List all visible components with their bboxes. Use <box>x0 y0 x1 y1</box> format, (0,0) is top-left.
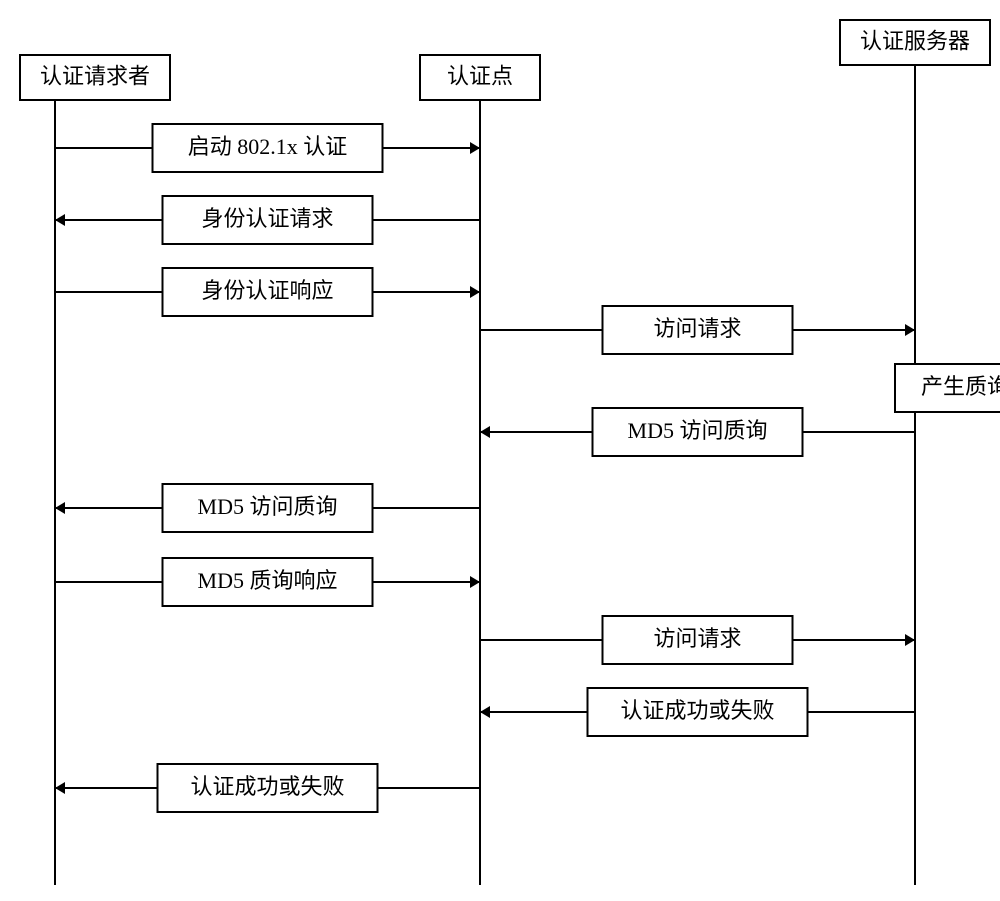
arrow-head <box>480 706 490 718</box>
arrow-head <box>470 576 480 588</box>
self-note-label: 产生质询 <box>921 374 1000 399</box>
arrow-head <box>55 782 65 794</box>
arrow-head <box>470 286 480 298</box>
msg-m8-label: 访问请求 <box>653 626 741 651</box>
msg-m2-label: 身份认证请求 <box>201 206 333 231</box>
participant-point-label: 认证点 <box>447 64 513 89</box>
msg-m4-label: 访问请求 <box>653 316 741 341</box>
arrow-head <box>905 634 915 646</box>
msg-m6-label: MD5 访问质询 <box>198 494 338 519</box>
arrow-head <box>480 426 490 438</box>
participant-requester-label: 认证请求者 <box>40 64 150 89</box>
arrow-head <box>470 142 480 154</box>
arrow-head <box>905 324 915 336</box>
participant-server-label: 认证服务器 <box>860 29 970 54</box>
msg-m5-label: MD5 访问质询 <box>628 418 768 443</box>
sequence-diagram: 认证请求者 认证点 认证服务器启动 802.1x 认证身份认证请求身份认证响应访问请… <box>0 0 1000 901</box>
arrow-head <box>55 502 65 514</box>
msg-m9-label: 认证成功或失败 <box>620 698 774 723</box>
msg-m7-label: MD5 质询响应 <box>198 568 338 593</box>
msg-m3-label: 身份认证响应 <box>201 278 333 303</box>
arrow-head <box>55 214 65 226</box>
msg-m10-label: 认证成功或失败 <box>190 774 344 799</box>
msg-m1-label: 启动 802.1x 认证 <box>188 134 348 159</box>
